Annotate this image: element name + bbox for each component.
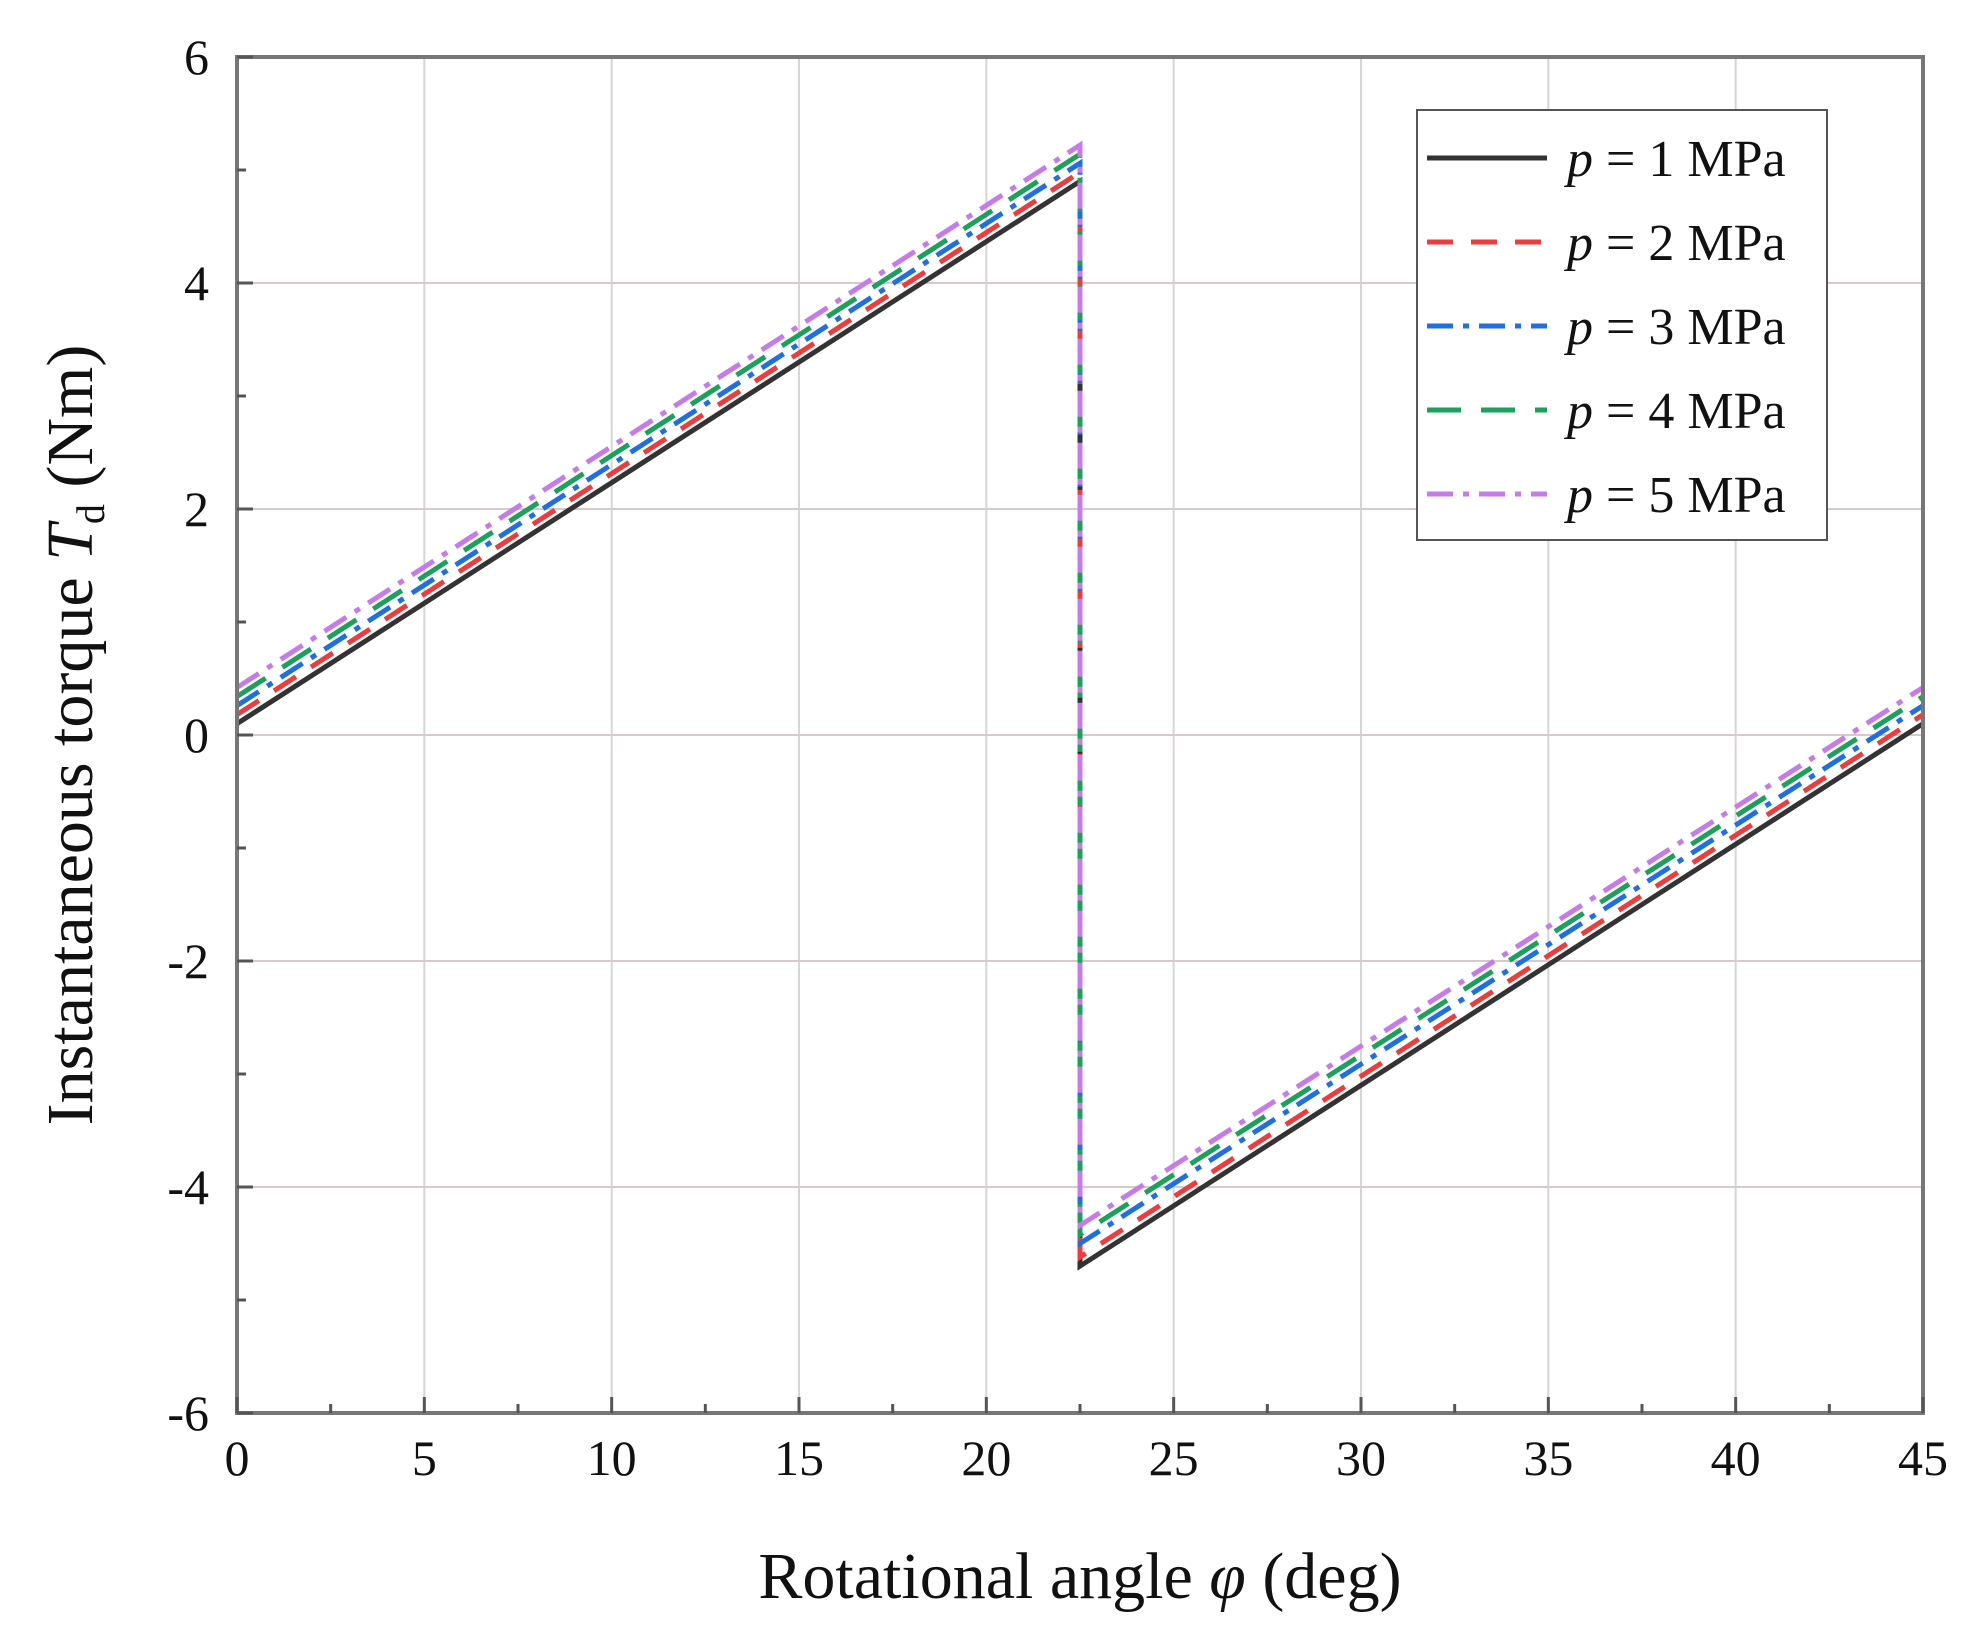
y-tick-label: -2 [167,933,209,989]
x-axis-label-symbol: φ [1209,1540,1246,1613]
x-tick-label: 10 [587,1430,637,1486]
x-tick-label: 20 [961,1430,1011,1486]
y-tick-label: 6 [184,29,209,85]
x-tick-label: 15 [774,1430,824,1486]
legend-label: p = 2 MPa [1563,215,1786,272]
y-axis-label-symbol: T [34,520,107,561]
y-tick-label: -6 [167,1385,209,1441]
x-axis-label: Rotational angle φ (deg) [758,1540,1401,1613]
legend: p = 1 MPa p = 2 MPa p = 3 MPa p = 4 MPa p = … [1416,109,1828,541]
x-tick-label: 30 [1336,1430,1386,1486]
legend-item: p = 4 MPa [1427,383,1786,440]
legend-label: p = 1 MPa [1563,131,1786,188]
x-axis-label-prefix: Rotational angle [758,1540,1209,1613]
legend-label: p = 4 MPa [1563,383,1786,440]
legend-item: p = 1 MPa [1427,131,1786,188]
y-axis-label: Instantaneous torque Td (Nm) [34,345,113,1126]
series-line-4 [235,149,1925,1240]
legend-item: p = 5 MPa [1427,467,1786,524]
axis-ticks: 0 5 10 15 20 25 30 35 40 45 -6 -4 -2 0 2 4 6 [167,29,1948,1486]
x-tick-label: 0 [225,1430,250,1486]
x-tick-label: 25 [1149,1430,1199,1486]
x-tick-label: 40 [1711,1430,1761,1486]
y-axis-label-suffix: (Nm) [34,345,107,504]
legend-label: p = 3 MPa [1563,299,1786,356]
legend-label: p = 5 MPa [1563,467,1786,524]
legend-item: p = 2 MPa [1427,215,1786,272]
x-tick-label: 5 [412,1430,437,1486]
series-lines [235,140,1925,1271]
legend-item: p = 3 MPa [1427,299,1786,356]
y-axis-label-subscript: d [68,504,113,524]
x-tick-label: 35 [1523,1430,1573,1486]
y-tick-label: 4 [184,255,209,311]
x-axis-label-suffix: (deg) [1246,1540,1402,1613]
x-tick-label: 45 [1898,1430,1948,1486]
y-axis-label-prefix: Instantaneous torque [34,561,107,1126]
y-tick-label: 0 [184,707,209,763]
y-tick-label: -4 [167,1159,209,1215]
y-tick-label: 2 [184,481,209,537]
